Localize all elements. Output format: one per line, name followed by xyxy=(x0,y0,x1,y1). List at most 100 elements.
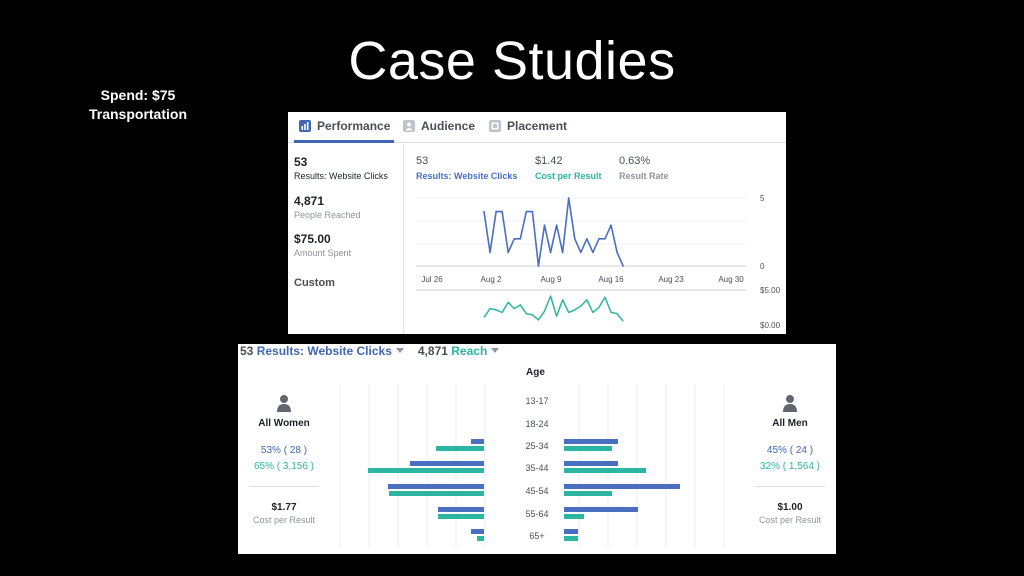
results-point xyxy=(616,251,618,254)
results-point xyxy=(537,265,540,267)
women-reach-bar xyxy=(438,514,484,519)
women-cost-label: Cost per Result xyxy=(252,515,316,525)
stat-reach: 4,871 People Reached xyxy=(294,194,361,220)
metric-rate-label: Result Rate xyxy=(619,171,669,181)
stat-results-label: Results: Website Clicks xyxy=(294,171,388,181)
stat-results: 53 Results: Website Clicks xyxy=(294,155,388,181)
stat-reach-value: 4,871 xyxy=(294,194,325,208)
breakdown-results-value: 53 xyxy=(240,344,254,358)
x-tick-label: Aug 16 xyxy=(598,275,624,284)
age-axis-title: Age xyxy=(526,367,545,378)
cost-y-tick-label: $0.00 xyxy=(760,321,781,330)
age-label: 35-44 xyxy=(525,463,548,473)
men-results-bar xyxy=(564,461,618,466)
age-gender-bar-chart: 13-17 18-24 25-34 35-44 45-54 55-64 65+ xyxy=(339,384,725,548)
women-divider xyxy=(249,486,319,487)
age-label: 13-17 xyxy=(525,396,548,406)
women-results-bar xyxy=(471,439,484,444)
x-tick-label: Aug 23 xyxy=(658,275,684,284)
x-tick-label: Aug 30 xyxy=(718,275,744,284)
results-point xyxy=(561,251,564,254)
men-divider xyxy=(755,486,825,487)
women-reach-bar xyxy=(436,446,484,451)
results-caret-icon[interactable] xyxy=(395,348,404,354)
tab-performance[interactable]: Performance xyxy=(299,119,390,133)
breakdown-results-dropdown[interactable]: Results: Website Clicks xyxy=(256,344,392,358)
results-line-chart: 5 0 Jul 26 Aug 2 Aug 9 Aug 16 Aug 23 Aug 30 $5.0… xyxy=(416,194,781,330)
results-point xyxy=(592,251,594,254)
women-label: All Women xyxy=(258,418,310,429)
tab-audience[interactable]: Audience xyxy=(403,119,475,133)
cost-y-tick-label: $5.00 xyxy=(760,286,781,295)
men-results-bar xyxy=(564,529,578,534)
stat-spent-value: $75.00 xyxy=(294,232,331,246)
women-results-bar xyxy=(410,461,484,466)
women-cost: $1.77 xyxy=(271,502,297,513)
men-reach-bar xyxy=(564,446,612,451)
results-point xyxy=(586,238,588,240)
date-range-custom[interactable]: Custom xyxy=(294,277,335,289)
spend-note: Spend: $75 Transportation xyxy=(70,86,206,124)
tab-performance-label: Performance xyxy=(317,119,391,133)
person-icon xyxy=(783,395,797,412)
tab-placement[interactable]: Placement xyxy=(489,119,567,133)
men-reach-pct: 32% ( 1,564 ) xyxy=(759,461,821,472)
summary-divider xyxy=(403,142,404,334)
y-tick-label: 5 xyxy=(760,194,765,203)
women-summary: All Women 53% ( 28 ) 65% ( 3,156 ) $1.77… xyxy=(238,394,334,525)
metric-results-value: 53 xyxy=(416,155,429,167)
performance-panel: Performance Audience Placement 53 Result… xyxy=(288,112,786,334)
breakdown-panel: 53 Results: Website Clicks 4,871 Reach A… xyxy=(238,344,836,554)
age-label: 65+ xyxy=(529,531,544,541)
tab-bar: Performance Audience Placement xyxy=(288,112,786,143)
tab-audience-label: Audience xyxy=(421,119,476,133)
results-point xyxy=(513,238,516,240)
men-reach-bar xyxy=(564,536,578,541)
age-label: 55-64 xyxy=(525,509,548,519)
results-point xyxy=(531,210,534,213)
results-point xyxy=(525,210,528,213)
men-label: All Men xyxy=(772,418,808,429)
spend-label: Spend: $75 xyxy=(100,87,176,103)
metric-rate: 0.63% Result Rate xyxy=(619,155,669,181)
men-reach-bar xyxy=(564,491,612,496)
x-tick-label: Aug 9 xyxy=(541,275,562,284)
results-point xyxy=(567,197,570,199)
breakdown-header: 53 Results: Website Clicks 4,871 Reach xyxy=(240,344,503,358)
results-series-line xyxy=(483,197,624,267)
results-point xyxy=(573,238,576,240)
results-point xyxy=(501,210,503,213)
metric-cost: $1.42 Cost per Result xyxy=(535,155,602,181)
results-point xyxy=(483,210,485,213)
x-tick-label: Jul 26 xyxy=(421,275,443,284)
men-cost-label: Cost per Result xyxy=(758,515,822,525)
men-reach-bar xyxy=(564,514,584,519)
men-results-pct: 45% ( 24 ) xyxy=(766,445,814,456)
placement-icon xyxy=(489,120,501,132)
results-point xyxy=(489,251,491,254)
breakdown-reach-value: 4,871 xyxy=(417,344,448,358)
men-results-bar xyxy=(564,439,618,444)
breakdown-reach-dropdown[interactable]: Reach xyxy=(451,344,488,358)
men-summary: All Men 45% ( 24 ) 32% ( 1,564 ) $1.00 C… xyxy=(740,394,836,525)
women-reach-bar xyxy=(389,491,484,496)
metric-rate-value: 0.63% xyxy=(619,155,651,167)
results-point xyxy=(598,238,600,240)
reach-caret-icon[interactable] xyxy=(491,348,500,354)
category-label: Transportation xyxy=(88,106,187,122)
women-reach-pct: 65% ( 3,156 ) xyxy=(253,461,315,472)
stat-results-value: 53 xyxy=(294,155,308,169)
men-results-bar xyxy=(564,507,638,512)
age-label: 45-54 xyxy=(525,486,548,496)
y-tick-label: 0 xyxy=(760,262,765,271)
men-cost: $1.00 xyxy=(777,502,803,513)
stat-reach-label: People Reached xyxy=(294,210,361,220)
results-point xyxy=(519,238,522,240)
women-results-bar xyxy=(388,484,484,489)
results-point xyxy=(549,251,552,254)
metric-results: 53 Results: Website Clicks xyxy=(416,155,517,181)
women-reach-bar xyxy=(477,536,484,541)
metric-cost-value: $1.42 xyxy=(535,155,563,167)
results-point xyxy=(495,210,497,213)
women-results-pct: 53% ( 28 ) xyxy=(260,445,308,456)
